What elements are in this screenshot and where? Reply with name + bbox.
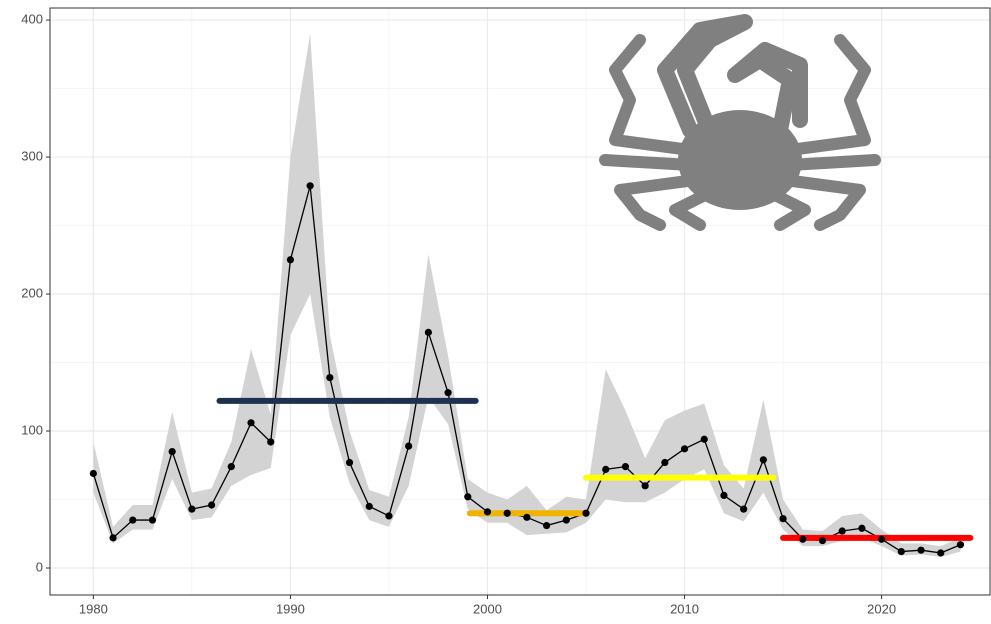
data-point	[523, 513, 531, 521]
data-point	[188, 505, 196, 513]
data-point	[621, 463, 630, 471]
data-point	[326, 373, 334, 382]
confidence-band	[93, 33, 961, 558]
x-tick-label: 1980	[79, 601, 108, 616]
data-point	[405, 442, 413, 450]
y-tick-label: 200	[21, 285, 43, 300]
data-point	[345, 458, 354, 467]
data-point	[878, 535, 886, 543]
data-point	[483, 508, 492, 516]
y-tick-label: 0	[36, 559, 43, 574]
data-point	[937, 549, 945, 557]
data-point	[858, 524, 866, 532]
x-tick-label: 1990	[276, 601, 305, 616]
data-point	[641, 482, 649, 490]
data-point	[148, 516, 157, 524]
y-tick-label: 100	[21, 422, 43, 437]
data-point	[464, 493, 472, 501]
data-point	[700, 435, 708, 443]
data-point	[424, 328, 432, 336]
y-tick-label: 300	[21, 148, 43, 163]
data-point	[680, 445, 689, 453]
data-point	[247, 419, 255, 427]
data-point	[779, 515, 787, 523]
data-point	[207, 501, 216, 509]
data-point	[897, 547, 905, 556]
data-point	[286, 256, 295, 264]
y-tick-label: 400	[21, 11, 43, 26]
data-point	[562, 516, 570, 524]
x-tick-label: 2000	[473, 601, 502, 616]
data-point	[168, 447, 176, 456]
data-point	[720, 491, 728, 500]
data-point	[740, 505, 748, 513]
data-point	[306, 182, 314, 190]
data-point	[227, 463, 235, 471]
data-point	[365, 502, 373, 510]
data-point	[818, 537, 827, 545]
data-point	[89, 469, 97, 478]
data-point	[602, 465, 610, 473]
data-point	[444, 389, 452, 397]
crab-silhouette	[599, 14, 881, 231]
data-point	[917, 546, 925, 554]
data-point	[582, 509, 590, 517]
data-point	[799, 535, 807, 543]
data-point	[759, 456, 767, 464]
data-point	[956, 541, 965, 549]
data-point	[838, 527, 846, 535]
plot-area	[89, 33, 974, 558]
data-point	[129, 516, 137, 524]
data-point	[543, 521, 551, 530]
panel-border	[49, 7, 991, 596]
data-point	[109, 534, 117, 542]
data-point	[661, 458, 669, 467]
data-point	[267, 438, 275, 446]
data-point	[385, 512, 393, 520]
data-point	[503, 509, 511, 517]
x-tick-label: 2010	[670, 601, 699, 616]
x-tick-label: 2020	[867, 601, 896, 616]
